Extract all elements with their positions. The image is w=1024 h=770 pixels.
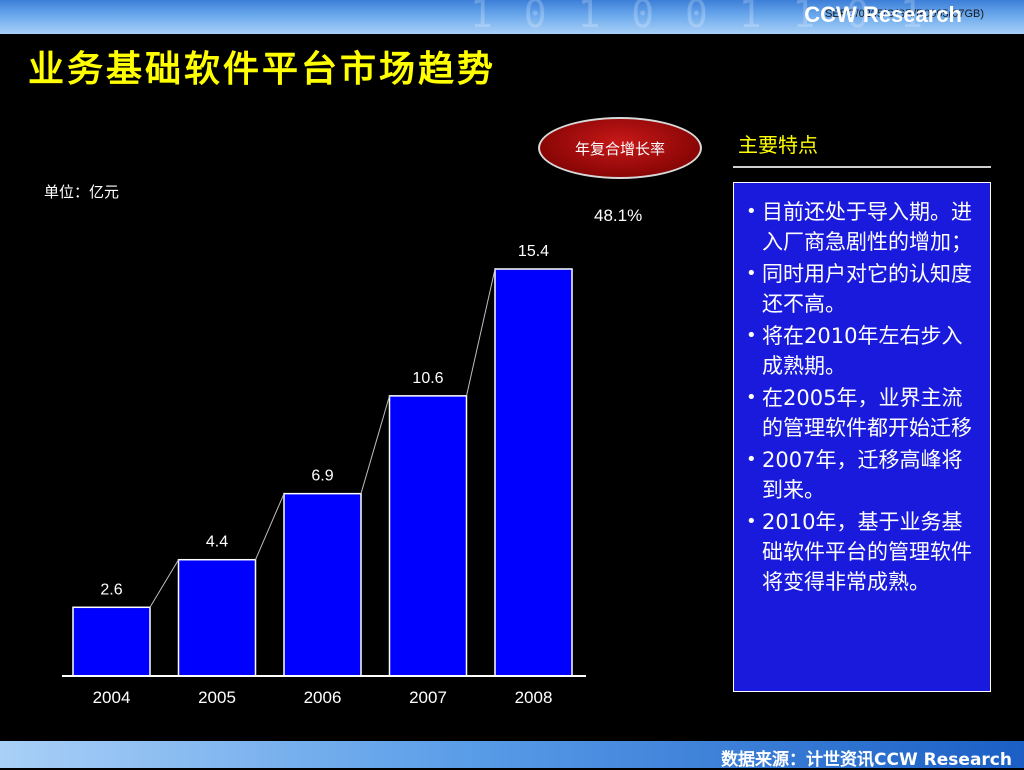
feature-text: 在2005年，业界主流的管理软件都开始迁移 bbox=[762, 386, 972, 440]
value-label: 10.6 bbox=[412, 370, 443, 387]
bullet-icon: • bbox=[746, 263, 757, 284]
bullet-icon: • bbox=[746, 449, 757, 470]
bar-2008 bbox=[494, 268, 573, 677]
feature-item: • 目前还处于导入期。进入厂商急剧性的增加； bbox=[744, 197, 972, 257]
trend-line-segment bbox=[360, 395, 390, 494]
feature-text: 目前还处于导入期。进入厂商急剧性的增加； bbox=[762, 200, 972, 254]
category-label: 2007 bbox=[409, 688, 447, 707]
feature-item: • 将在2010年左右步入成熟期。 bbox=[744, 321, 972, 381]
feature-item: • 在2005年，业界主流的管理软件都开始迁移 bbox=[744, 383, 972, 443]
bar-2006 bbox=[283, 492, 362, 677]
bar-2005 bbox=[177, 558, 257, 677]
bullet-icon: • bbox=[746, 387, 757, 408]
bullet-icon: • bbox=[746, 201, 757, 222]
category-label: 2004 bbox=[93, 688, 131, 707]
value-label: 15.4 bbox=[518, 243, 549, 260]
unit-label: 单位：亿元 bbox=[44, 183, 120, 201]
features-title: 主要特点 bbox=[738, 133, 818, 157]
value-label: 2.6 bbox=[100, 581, 122, 598]
features-divider bbox=[733, 166, 991, 168]
cagr-badge: 年复合增长率 bbox=[538, 117, 702, 179]
feature-item: • 2007年，迁移高峰将到来。 bbox=[744, 445, 972, 505]
features-panel: • 目前还处于导入期。进入厂商急剧性的增加； • 同时用户对它的认知度还不高。 • 将在2… bbox=[733, 182, 991, 692]
bullet-icon: • bbox=[746, 325, 757, 346]
feature-text: 同时用户对它的认知度还不高。 bbox=[762, 262, 972, 316]
trend-line-segment bbox=[466, 268, 496, 396]
bar-chart: 2.6 2004 4.4 2005 6.9 2006 10.6 2007 15.4 2008 bbox=[62, 243, 586, 707]
features-list: • 目前还处于导入期。进入厂商急剧性的增加； • 同时用户对它的认知度还不高。 • 将在2… bbox=[744, 197, 972, 597]
value-label: 6.9 bbox=[311, 468, 333, 485]
feature-text: 将在2010年左右步入成熟期。 bbox=[762, 324, 963, 378]
bar-2004 bbox=[72, 606, 151, 677]
reference-code: SEPG/0205/G/SR/R0065(07GB) bbox=[825, 8, 984, 20]
feature-text: 2007年，迁移高峰将到来。 bbox=[762, 448, 963, 502]
header-bar: 1 0 1 0 0 1 1 0 1 SEPG/0205/G/SR/R0065(0… bbox=[0, 0, 1024, 34]
footer-bar: 数据来源：计世资讯CCW Research bbox=[0, 741, 1024, 770]
brand-logo: CCW Research bbox=[804, 2, 962, 27]
page-title: 业务基础软件平台市场趋势 bbox=[28, 48, 497, 90]
feature-text: 2010年，基于业务基础软件平台的管理软件将变得非常成熟。 bbox=[762, 510, 972, 594]
cagr-value: 48.1% bbox=[594, 206, 643, 225]
binary-decoration: 1 0 1 0 0 1 1 0 1 bbox=[470, 0, 927, 34]
bar-2007 bbox=[388, 395, 468, 677]
value-label: 4.4 bbox=[206, 534, 228, 551]
category-label: 2008 bbox=[515, 688, 553, 707]
bullet-icon: • bbox=[746, 511, 757, 532]
trend-line-segment bbox=[149, 559, 179, 608]
source-note: 数据来源：计世资讯CCW Research bbox=[721, 750, 1012, 770]
feature-item: • 同时用户对它的认知度还不高。 bbox=[744, 259, 972, 319]
trend-line-segment bbox=[255, 493, 285, 560]
category-label: 2006 bbox=[304, 688, 342, 707]
cagr-label: 年复合增长率 bbox=[574, 139, 665, 158]
category-label: 2005 bbox=[198, 688, 236, 707]
feature-item: • 2010年，基于业务基础软件平台的管理软件将变得非常成熟。 bbox=[744, 507, 972, 597]
